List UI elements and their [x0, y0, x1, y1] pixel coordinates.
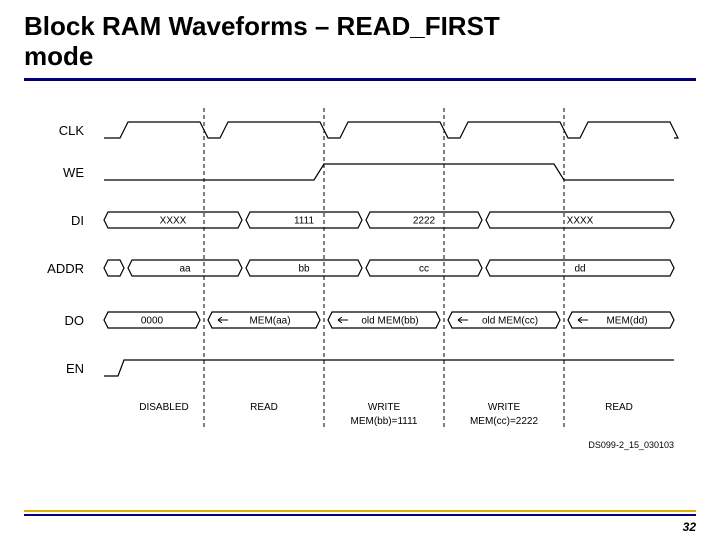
svg-text:old MEM(cc): old MEM(cc)	[482, 316, 538, 327]
svg-text:dd: dd	[574, 264, 585, 275]
svg-text:old MEM(bb): old MEM(bb)	[361, 316, 418, 327]
timing-diagram: CLK WE DI XXXX 1111 2222 XXXX ADDR aa bb cc dd DO 000…	[24, 100, 696, 480]
svg-text:MEM(dd): MEM(dd)	[606, 316, 647, 327]
footer-rule-blue	[24, 514, 696, 516]
footer-rule-gold	[24, 510, 696, 512]
svg-text:READ: READ	[605, 402, 633, 413]
svg-text:MEM(bb)=1111: MEM(bb)=1111	[351, 416, 418, 427]
svg-text:MEM(cc)=2222: MEM(cc)=2222	[470, 416, 539, 427]
svg-text:READ: READ	[250, 402, 278, 413]
svg-text:MEM(aa): MEM(aa)	[249, 316, 290, 327]
svg-text:WRITE: WRITE	[368, 402, 401, 413]
svg-text:2222: 2222	[413, 216, 436, 227]
page-number: 32	[683, 520, 696, 534]
svg-text:1111: 1111	[294, 216, 314, 227]
svg-text:aa: aa	[179, 264, 191, 275]
svg-text:XXXX: XXXX	[567, 216, 594, 227]
slide-title: Block RAM Waveforms – READ_FIRST mode	[24, 12, 500, 72]
svg-text:WRITE: WRITE	[488, 402, 521, 413]
svg-text:DISABLED: DISABLED	[139, 402, 188, 413]
svg-text:DI: DI	[71, 213, 84, 228]
svg-text:DS099-2_15_030103: DS099-2_15_030103	[588, 440, 674, 450]
svg-text:WE: WE	[63, 165, 84, 180]
title-line2: mode	[24, 41, 93, 71]
svg-text:DO: DO	[65, 313, 85, 328]
svg-text:CLK: CLK	[59, 123, 85, 138]
slide: Block RAM Waveforms – READ_FIRST mode CL…	[0, 0, 720, 540]
svg-text:ADDR: ADDR	[47, 261, 84, 276]
title-line1: Block RAM Waveforms – READ_FIRST	[24, 11, 500, 41]
svg-text:0000: 0000	[141, 316, 164, 327]
svg-text:cc: cc	[419, 264, 429, 275]
svg-text:bb: bb	[298, 264, 310, 275]
svg-text:EN: EN	[66, 361, 84, 376]
svg-text:XXXX: XXXX	[160, 216, 187, 227]
title-underline	[24, 78, 696, 81]
